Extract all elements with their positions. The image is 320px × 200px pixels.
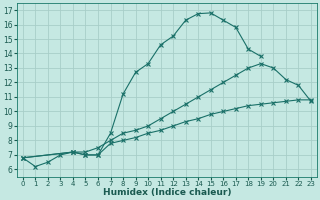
X-axis label: Humidex (Indice chaleur): Humidex (Indice chaleur) <box>103 188 231 197</box>
